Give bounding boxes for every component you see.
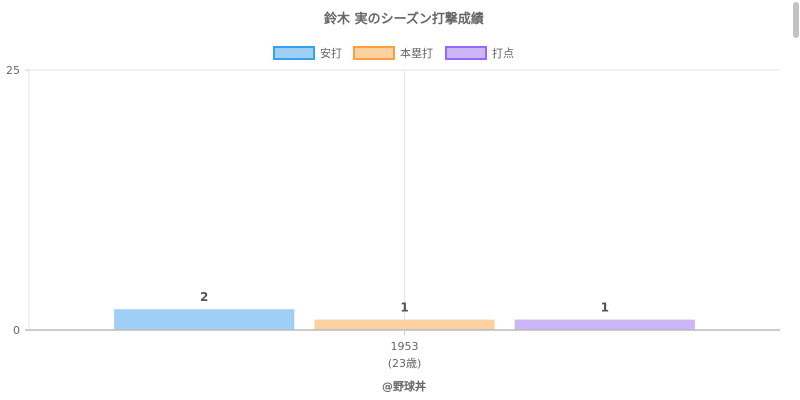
data-label-本塁打: 1: [400, 301, 408, 315]
legend-swatch-hits: [273, 46, 315, 60]
y-tick-label: 25: [6, 64, 20, 77]
grid: [28, 69, 780, 330]
legend-label-hits: 安打: [320, 46, 342, 60]
x-tick-sublabel: (23歳): [388, 357, 422, 370]
legend-item-home-runs[interactable]: 本塁打: [353, 46, 433, 60]
data-label-打点: 1: [601, 301, 609, 315]
bars: [114, 309, 695, 330]
credit-text: @野球丼: [382, 379, 426, 393]
legend-item-hits[interactable]: 安打: [273, 46, 342, 60]
legend-item-rbi[interactable]: 打点: [445, 46, 514, 60]
legend-label-home-runs: 本塁打: [400, 46, 433, 60]
legend-swatch-rbi: [445, 46, 487, 60]
legend-swatch-home-runs: [353, 46, 395, 60]
bar-打点-1953[interactable]: [514, 319, 695, 330]
x-tick-label: 1953: [391, 340, 419, 353]
x-axis: 1953 (23歳): [25, 329, 780, 370]
legend: 安打 本塁打 打点: [273, 46, 514, 60]
legend-label-rbi: 打点: [492, 46, 514, 60]
y-axis: 0 25: [6, 64, 29, 337]
scrollbar[interactable]: [792, 0, 800, 40]
y-tick-label: 0: [13, 324, 20, 337]
data-label-安打: 2: [200, 290, 208, 304]
scrollbar-thumb[interactable]: [793, 2, 799, 38]
chart-title: 鈴木 実のシーズン打撃成績: [324, 11, 484, 27]
bar-本塁打-1953[interactable]: [314, 319, 495, 330]
data-labels: 2 1 1: [200, 290, 609, 314]
bar-安打-1953[interactable]: [114, 309, 295, 330]
